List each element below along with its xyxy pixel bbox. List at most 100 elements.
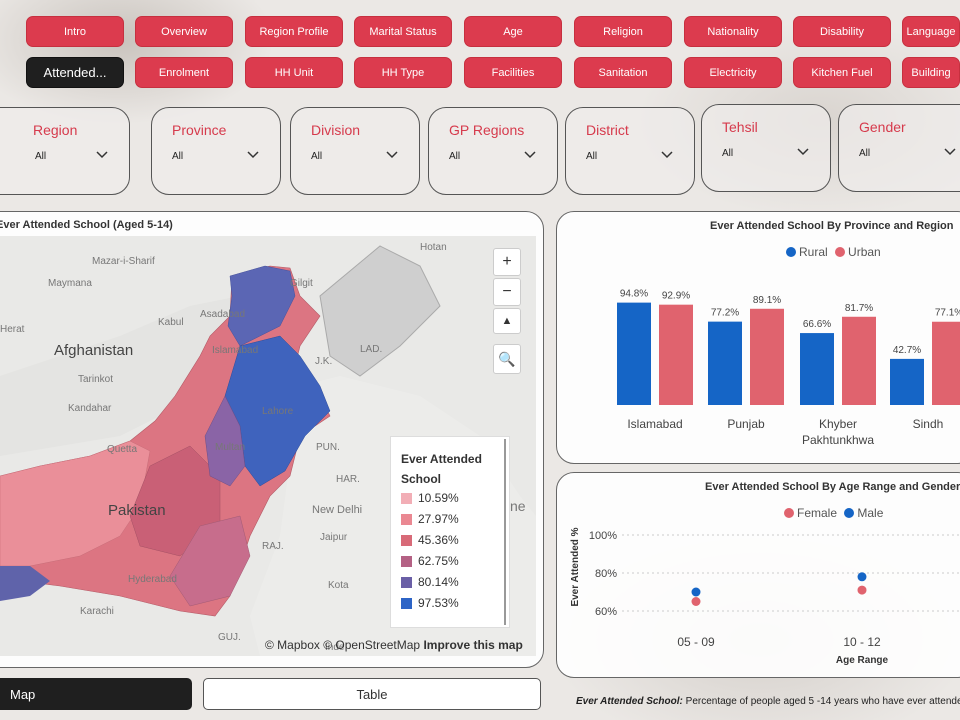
slicer-region[interactable]: Region All — [0, 107, 130, 195]
legend-swatch — [401, 576, 412, 588]
map-label-ind: Inde — [325, 642, 345, 653]
slicer-value: All — [586, 151, 598, 162]
bar-value-label: 94.8% — [620, 289, 648, 300]
legend-item: 45.36% — [401, 533, 459, 547]
nav-tab-language[interactable]: Language — [902, 16, 960, 47]
nav-tab-marital-status[interactable]: Marital Status — [354, 16, 452, 47]
nav-tab-nationality[interactable]: Nationality — [684, 16, 782, 47]
map-label-lahore: Lahore — [262, 406, 294, 417]
nav-tab-facilities[interactable]: Facilities — [464, 57, 562, 88]
bar-value-label: 42.7% — [893, 345, 921, 356]
dot-legend: Female Male — [784, 506, 883, 520]
legend-item: 80.14% — [401, 575, 459, 589]
bar-value-label: 77.1% — [935, 308, 960, 319]
slicer-label: Gender — [859, 119, 906, 135]
bar-legend: Rural Urban — [786, 245, 881, 259]
chevron-down-icon[interactable] — [95, 148, 109, 162]
chevron-down-icon[interactable] — [660, 148, 674, 162]
search-zoom-icon[interactable]: 🔍 — [493, 344, 521, 374]
chevron-down-icon[interactable] — [796, 145, 810, 159]
map-label-afghanistan: Afghanistan — [54, 342, 134, 359]
female-legend-label: Female — [797, 506, 838, 520]
map-label-hyderabad: Hyderabad — [128, 574, 177, 585]
nav-row-2: Attended... Enrolment HH Unit HH Type Facili… — [0, 57, 960, 88]
zoom-out-button[interactable]: − — [493, 278, 521, 306]
nav-tab-age[interactable]: Age — [464, 16, 562, 47]
dot-chart: 60% 80% 100% Ever Attended % 05 - 09 10 - 12 A… — [570, 527, 960, 666]
zoom-in-button[interactable]: + — [493, 248, 521, 276]
dot-female-10-12[interactable] — [857, 585, 867, 595]
slicer-gender[interactable]: Gender All — [838, 104, 960, 192]
slicer-tehsil[interactable]: Tehsil All — [701, 104, 831, 192]
legend-title: Ever Attended School — [401, 452, 482, 486]
bar-urban-sindh[interactable] — [932, 321, 960, 405]
map-label-jk: J.K. — [315, 356, 333, 367]
bar-urban-punjab[interactable] — [750, 308, 784, 405]
chevron-down-icon[interactable] — [943, 145, 957, 159]
map-label-pun: PUN. — [316, 442, 340, 453]
dot-male-10-12[interactable] — [857, 572, 867, 582]
slicer-province[interactable]: Province All — [151, 107, 281, 195]
rural-legend-label: Rural — [799, 245, 828, 259]
bar-chart-title: Ever Attended School By Province and Reg… — [710, 220, 954, 232]
dot-male-05-09[interactable] — [691, 587, 701, 597]
nav-tab-sanitation[interactable]: Sanitation — [574, 57, 672, 88]
table-view-button[interactable]: Table — [203, 678, 541, 710]
legend-label: 62.75% — [418, 554, 459, 568]
nav-tab-religion[interactable]: Religion — [574, 16, 672, 47]
map-label-kabul: Kabul — [158, 317, 184, 328]
dot-female-05-09[interactable] — [691, 597, 701, 606]
map-legend: Ever Attended School 10.59% 27.97% 45.36% 6… — [390, 436, 510, 628]
bar-chart: 94.8% 92.9% Islamabad 77.2% 89.1% Punjab 66.6%… — [617, 289, 960, 447]
nav-tab-disability[interactable]: Disability — [793, 16, 891, 47]
chevron-down-icon[interactable] — [385, 148, 399, 162]
slicer-district[interactable]: District All — [565, 107, 695, 195]
nav-tab-building[interactable]: Building — [902, 57, 960, 88]
chevron-down-icon[interactable] — [246, 148, 260, 162]
map-label-lad: LAD. — [360, 344, 383, 355]
bar-rural-islamabad[interactable] — [617, 302, 651, 405]
legend-label: 10.59% — [418, 491, 459, 505]
nav-tab-intro[interactable]: Intro — [26, 16, 124, 47]
legend-label: 45.36% — [418, 533, 459, 547]
slicer-label: GP Regions — [449, 122, 525, 138]
nav-tab-hh-unit[interactable]: HH Unit — [245, 57, 343, 88]
map-panel-title: Ever Attended School (Aged 5-14) — [0, 219, 173, 231]
nav-tab-electricity[interactable]: Electricity — [684, 57, 782, 88]
slicer-label: Tehsil — [722, 119, 758, 135]
rural-legend-dot — [786, 247, 796, 257]
nav-tab-attended[interactable]: Attended... — [26, 57, 124, 88]
slicer-value: All — [449, 151, 461, 162]
nav-tab-overview[interactable]: Overview — [135, 16, 233, 47]
nav-tab-hh-type[interactable]: HH Type — [354, 57, 452, 88]
bar-rural-punjab[interactable] — [708, 321, 742, 405]
category-label: Pakhtunkhwa — [802, 433, 874, 447]
map-label-jaipur: Jaipur — [320, 532, 348, 543]
nav-tab-kitchen-fuel[interactable]: Kitchen Fuel — [793, 57, 891, 88]
legend-label: 27.97% — [418, 512, 459, 526]
slicer-gp-regions[interactable]: GP Regions All — [428, 107, 558, 195]
category-label: Sindh — [913, 417, 944, 431]
legend-scrollbar[interactable] — [504, 439, 506, 625]
nav-tab-enrolment[interactable]: Enrolment — [135, 57, 233, 88]
legend-swatch — [401, 513, 412, 525]
chevron-down-icon[interactable] — [523, 148, 537, 162]
bar-rural-khyber-pakhtunkhwa[interactable] — [800, 333, 834, 405]
bar-urban-khyber-pakhtunkhwa[interactable] — [842, 316, 876, 405]
slicer-value: All — [172, 151, 184, 162]
male-legend-label: Male — [857, 506, 884, 520]
urban-legend-label: Urban — [848, 245, 881, 259]
bar-rural-sindh[interactable] — [890, 358, 924, 405]
slicer-value: All — [311, 151, 323, 162]
compass-button[interactable]: ▲ — [493, 308, 521, 334]
osm-link[interactable]: © OpenStreetMap — [323, 638, 421, 652]
nav-tab-region-profile[interactable]: Region Profile — [245, 16, 343, 47]
map-view-button[interactable]: Map — [0, 678, 192, 710]
bar-urban-islamabad[interactable] — [659, 304, 693, 405]
slicer-division[interactable]: Division All — [290, 107, 420, 195]
map-label-tarinkot: Tarinkot — [78, 374, 114, 385]
legend-item: 97.53% — [401, 596, 459, 610]
improve-map-link[interactable]: Improve this map — [423, 638, 523, 652]
mapbox-link[interactable]: © Mapbox — [265, 638, 320, 652]
male-legend-dot — [844, 508, 855, 518]
